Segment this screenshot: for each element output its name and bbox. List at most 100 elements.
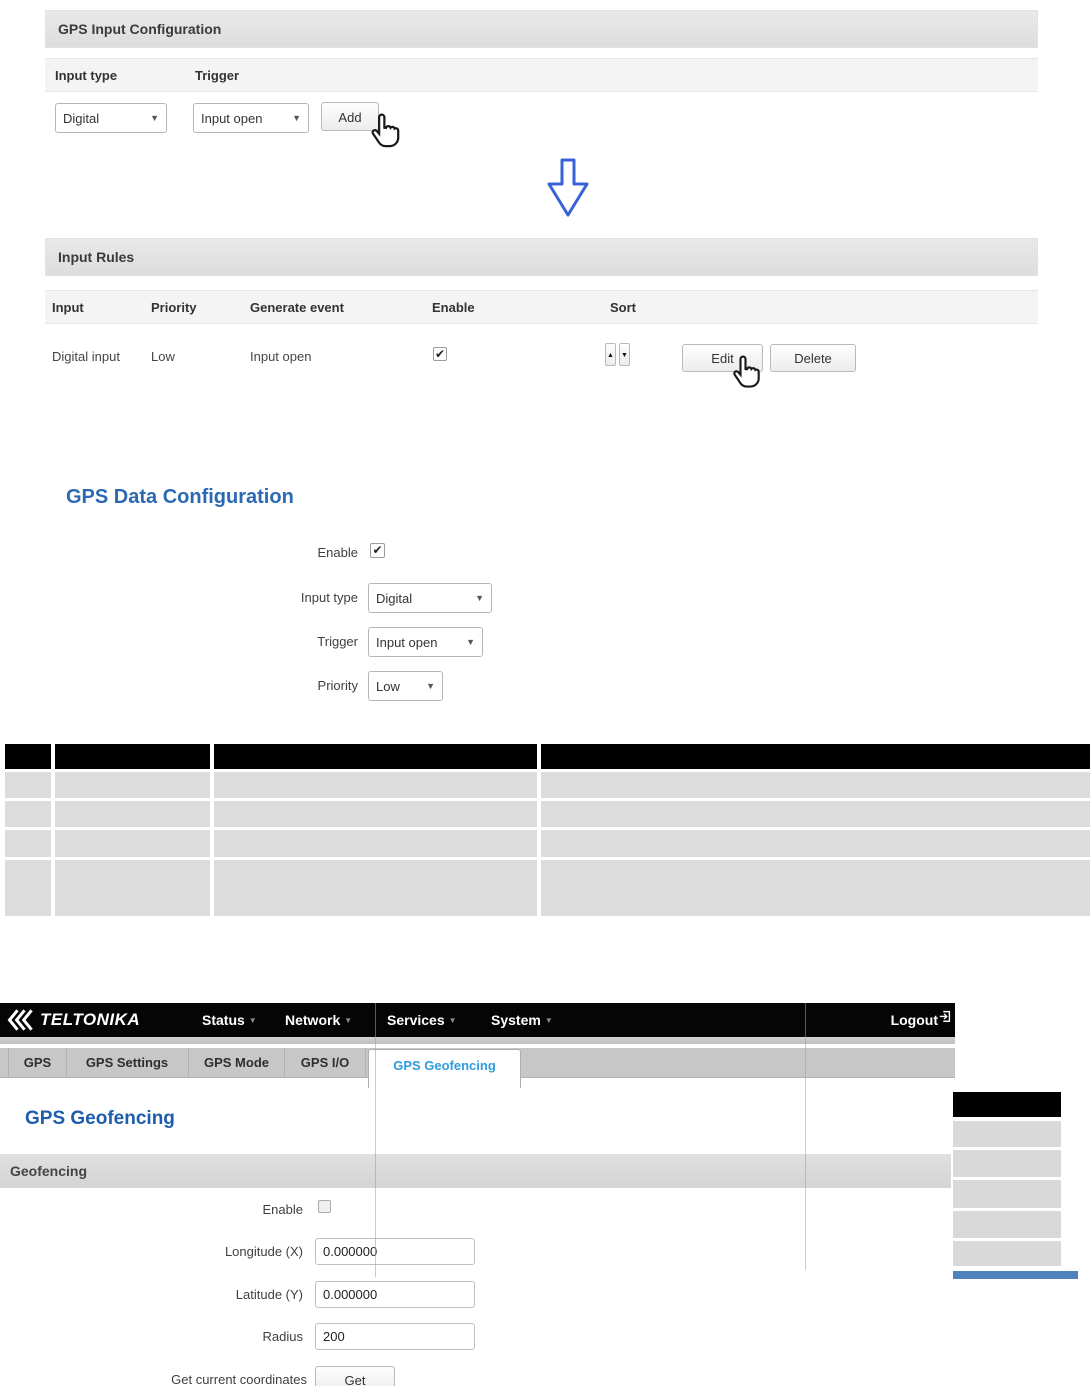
chevron-down-icon	[150, 113, 159, 123]
side-table-cell	[953, 1121, 1061, 1147]
input-type-select-value: Digital	[63, 110, 100, 126]
grid-border-artifact	[805, 1003, 806, 1270]
tab-gps-io[interactable]: GPS I/O	[285, 1048, 366, 1078]
brand: TELTONIKA	[6, 1006, 140, 1034]
menu-status[interactable]: Status	[202, 1003, 257, 1038]
table-cell	[214, 860, 537, 916]
input-rules-columns: Input Priority Generate event Enable Sor…	[45, 290, 1038, 324]
tab-gps-geofencing[interactable]: GPS Geofencing	[368, 1049, 521, 1088]
table-header-cell	[541, 744, 1090, 769]
menu-network[interactable]: Network	[285, 1003, 352, 1038]
gps-geofencing-title: GPS Geofencing	[25, 1108, 175, 1129]
delete-button[interactable]: Delete	[770, 344, 856, 372]
priority-select[interactable]: Low	[368, 671, 443, 701]
input-rules-header: Input Rules	[45, 238, 1038, 276]
longitude-label: Longitude (X)	[224, 1244, 303, 1259]
side-table-cell	[953, 1241, 1061, 1266]
side-table-cell	[953, 1211, 1061, 1238]
flow-down-arrow-icon	[547, 158, 589, 217]
side-table-header-cell	[953, 1092, 1061, 1117]
cursor-pointer-icon	[371, 113, 400, 148]
latitude-input[interactable]: 0.000000	[315, 1281, 475, 1308]
rule-generate-event-value: Input open	[250, 349, 312, 364]
brand-name: TELTONIKA	[40, 1010, 141, 1029]
input-type-label: Input type	[300, 590, 358, 605]
rule-enable-checkbox[interactable]	[433, 347, 447, 361]
table-cell	[55, 772, 210, 798]
column-input-type: Input type	[55, 68, 118, 83]
input-type-select[interactable]: Digital	[368, 583, 492, 613]
enable-checkbox[interactable]	[318, 1200, 331, 1213]
table-cell	[5, 772, 51, 798]
trigger-select[interactable]: Input open	[368, 627, 483, 657]
trigger-select-value: Input open	[201, 110, 263, 126]
table-cell	[5, 860, 51, 916]
menu-system[interactable]: System	[491, 1003, 553, 1038]
add-button[interactable]: Add	[321, 102, 379, 131]
priority-label: Priority	[317, 678, 358, 693]
table-cell	[541, 801, 1090, 827]
chevron-down-icon	[292, 113, 301, 123]
chevron-down-icon	[475, 593, 484, 603]
table-cell	[55, 830, 210, 857]
table-header-cell	[214, 744, 537, 769]
table-header-cell	[5, 744, 51, 769]
get-button[interactable]: Get	[315, 1366, 395, 1386]
radius-label: Radius	[262, 1329, 303, 1344]
geofencing-section-header: Geofencing	[0, 1154, 951, 1188]
sort-down-button[interactable]: ▼	[619, 343, 630, 366]
longitude-input[interactable]: 0.000000	[315, 1238, 475, 1265]
chevron-down-icon	[466, 637, 475, 647]
rule-priority-value: Low	[151, 349, 175, 364]
table-cell	[214, 830, 537, 857]
table-cell	[55, 860, 210, 916]
navbar-shadow-strip	[0, 1037, 955, 1044]
table-cell	[541, 830, 1090, 857]
table-cell	[214, 772, 537, 798]
input-type-select-value: Digital	[376, 590, 413, 606]
chevron-down-icon	[545, 1016, 553, 1025]
edit-button[interactable]: Edit	[682, 344, 763, 372]
trigger-select-value: Input open	[376, 634, 438, 650]
column-sort: Sort	[610, 300, 636, 315]
table-cell	[55, 801, 210, 827]
radius-input[interactable]: 200	[315, 1323, 475, 1350]
teltonika-logo-icon	[7, 1009, 33, 1031]
chevron-down-icon	[426, 681, 435, 691]
trigger-select[interactable]: Input open	[193, 103, 309, 133]
document-table	[5, 744, 1090, 916]
latitude-label: Latitude (Y)	[235, 1287, 303, 1302]
tab-gps-settings[interactable]: GPS Settings	[66, 1048, 189, 1078]
enable-checkbox[interactable]	[370, 543, 385, 558]
input-type-select[interactable]: Digital	[55, 103, 167, 133]
get-coordinates-label: Get current coordinates	[171, 1372, 307, 1386]
table-cell	[5, 801, 51, 827]
gps-input-configuration-columns: Input type Trigger	[45, 58, 1038, 92]
top-navbar: TELTONIKA Status Network Services System…	[0, 1003, 955, 1037]
table-cell	[541, 860, 1090, 916]
gps-data-configuration-title: GPS Data Configuration	[66, 486, 294, 508]
chevron-down-icon	[449, 1016, 457, 1025]
table-cell	[5, 830, 51, 857]
accent-bar	[953, 1271, 1078, 1279]
logout-link[interactable]: Logout	[890, 1012, 938, 1028]
table-header-cell	[55, 744, 210, 769]
side-table-cell	[953, 1150, 1061, 1177]
enable-label: Enable	[262, 1202, 303, 1217]
enable-label: Enable	[317, 545, 358, 560]
menu-services[interactable]: Services	[387, 1003, 457, 1038]
column-generate-event: Generate event	[250, 300, 344, 315]
gps-input-configuration-header: GPS Input Configuration	[45, 10, 1038, 48]
column-input: Input	[52, 300, 84, 315]
sort-up-button[interactable]: ▲	[605, 343, 616, 366]
cursor-pointer-icon	[733, 355, 760, 388]
table-cell	[214, 801, 537, 827]
column-trigger: Trigger	[195, 68, 240, 83]
side-table-cell	[953, 1180, 1061, 1208]
tab-gps[interactable]: GPS	[8, 1048, 67, 1078]
tab-gps-mode[interactable]: GPS Mode	[189, 1048, 285, 1078]
trigger-label: Trigger	[317, 634, 358, 649]
priority-select-value: Low	[376, 678, 400, 694]
column-priority: Priority	[151, 300, 197, 315]
